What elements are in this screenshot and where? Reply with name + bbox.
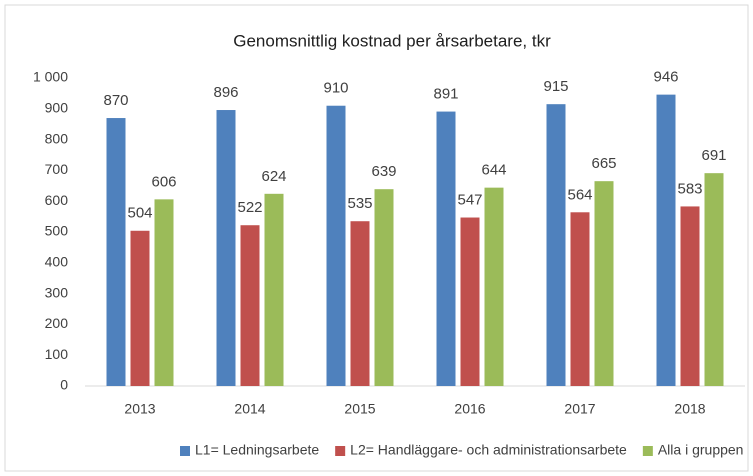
y-tick-label: 500 (45, 223, 69, 239)
y-tick-label: 1 000 (33, 69, 68, 85)
bar (460, 217, 480, 386)
bar (436, 111, 456, 387)
y-tick-label: 0 (60, 377, 68, 393)
x-tick-label: 2013 (124, 401, 155, 417)
bar (154, 199, 174, 386)
data-label: 547 (457, 191, 482, 208)
x-tick-label: 2016 (454, 401, 485, 417)
bar (680, 206, 700, 386)
bar (570, 212, 590, 386)
y-tick-label: 700 (45, 161, 69, 177)
data-label: 639 (371, 163, 396, 180)
data-label: 691 (701, 147, 726, 164)
bar (704, 173, 724, 386)
legend-swatch (642, 446, 653, 456)
legend-label: Alla i gruppen (658, 442, 744, 458)
data-label: 910 (323, 80, 348, 97)
y-tick-label: 400 (45, 254, 69, 270)
bar (594, 181, 614, 386)
legend-label: L2= Handläggare- och administrationsarbe… (350, 442, 627, 458)
data-label: 522 (237, 199, 262, 216)
chart-title: Genomsnittlig kostnad per årsarbetare, t… (233, 31, 551, 50)
y-tick-label: 100 (45, 346, 69, 362)
bar (216, 110, 236, 387)
bar (374, 189, 394, 386)
data-label: 665 (591, 155, 616, 172)
bar (656, 94, 676, 386)
y-tick-label: 800 (45, 130, 69, 146)
data-label: 946 (653, 69, 678, 86)
legend-swatch (335, 446, 346, 456)
data-label: 915 (543, 78, 568, 95)
data-label: 535 (347, 195, 372, 212)
data-label: 624 (261, 168, 286, 185)
legend-label: L1= Ledningsarbete (195, 442, 319, 458)
x-tick-label: 2015 (344, 401, 375, 417)
data-label: 870 (103, 92, 128, 109)
y-tick-label: 600 (45, 192, 69, 208)
data-label: 606 (151, 173, 176, 190)
y-tick-label: 200 (45, 315, 69, 331)
data-label: 644 (481, 162, 506, 179)
bar (240, 225, 260, 386)
x-tick-label: 2017 (564, 401, 595, 417)
bar (106, 118, 126, 386)
y-tick-label: 300 (45, 284, 69, 300)
bar (130, 230, 150, 386)
data-label: 891 (433, 86, 458, 103)
data-label: 896 (213, 84, 238, 101)
bar (484, 187, 504, 386)
legend-swatch (180, 446, 190, 456)
x-tick-label: 2014 (234, 401, 265, 417)
bar (546, 104, 566, 387)
bar (264, 193, 284, 386)
bar (326, 105, 346, 386)
y-tick-label: 900 (45, 100, 69, 116)
data-label: 504 (127, 205, 152, 222)
x-tick-label: 2018 (674, 401, 705, 417)
bar (350, 221, 370, 386)
data-label: 583 (677, 180, 702, 197)
data-label: 564 (567, 186, 592, 203)
